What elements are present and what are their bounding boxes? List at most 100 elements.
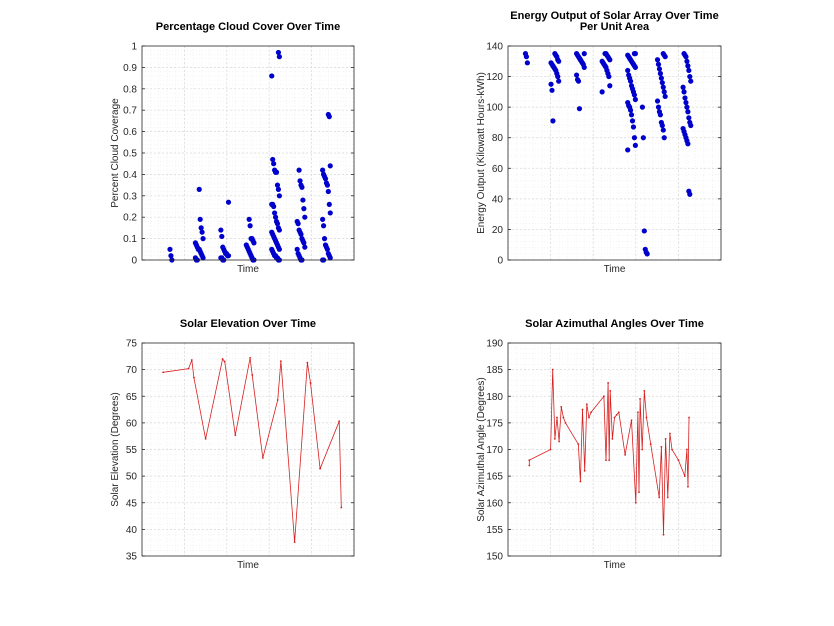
data-point: [548, 81, 554, 87]
data-point: [528, 459, 531, 462]
data-point: [576, 106, 583, 112]
y-tick-label: 1: [131, 42, 137, 53]
y-tick-label: 155: [486, 525, 503, 536]
data-point: [683, 475, 686, 478]
data-point: [688, 78, 694, 84]
y-tick-label: 0: [497, 256, 503, 267]
data-point: [274, 182, 281, 188]
data-point: [613, 416, 616, 419]
data-point: [687, 485, 689, 488]
y-tick-label: 50: [126, 472, 138, 483]
y-tick-label: 0.5: [123, 149, 137, 160]
y-tick-label: 0.8: [123, 84, 137, 95]
data-point: [199, 229, 205, 235]
data-point: [632, 64, 638, 70]
data-point: [654, 98, 661, 104]
data-point: [644, 251, 650, 257]
data-point: [276, 193, 282, 199]
data-point: [327, 163, 333, 169]
data-point: [167, 246, 173, 252]
data-point: [641, 448, 644, 451]
data-point: [306, 361, 309, 364]
y-tick-label: 0: [131, 256, 137, 267]
data-point: [627, 78, 634, 84]
data-point: [275, 186, 282, 192]
energy-output-plot: 0 20 40 60 80 100 120 140 Energy Output of Solar…: [476, 10, 722, 275]
data-point: [664, 437, 667, 440]
data-point: [524, 60, 530, 66]
data-point: [553, 437, 556, 440]
data-point: [599, 89, 605, 95]
data-point: [631, 135, 638, 141]
data-point: [300, 197, 306, 203]
data-point: [581, 408, 584, 411]
data-point: [309, 382, 312, 384]
data-point: [609, 390, 612, 392]
data-point: [611, 437, 614, 440]
data-point: [327, 255, 333, 261]
data-point: [549, 87, 555, 93]
data-point: [585, 403, 588, 406]
data-point: [162, 371, 165, 374]
data-point: [302, 214, 308, 220]
data-point: [661, 89, 667, 95]
data-point: [276, 227, 282, 233]
data-point: [677, 459, 680, 462]
x-axis-label: Time: [237, 264, 259, 275]
data-point: [632, 51, 638, 57]
data-point: [632, 142, 638, 148]
data-point: [269, 73, 275, 79]
y-tick-label: 160: [486, 498, 503, 509]
data-point: [301, 206, 307, 212]
data-point: [687, 73, 693, 80]
data-point: [301, 240, 307, 246]
data-point: [249, 357, 252, 359]
data-point: [276, 54, 282, 60]
data-point: [320, 223, 327, 229]
plot-area: [508, 46, 721, 260]
data-point: [279, 360, 282, 363]
y-tick-label: 0.2: [123, 213, 137, 224]
data-point: [588, 416, 590, 419]
y-tick-label: 80: [492, 133, 504, 144]
data-point: [686, 67, 692, 74]
data-point: [686, 115, 692, 121]
data-point: [327, 210, 333, 216]
data-point: [641, 228, 647, 234]
data-point: [687, 191, 693, 197]
data-point: [556, 58, 562, 64]
y-tick-label: 140: [486, 42, 503, 53]
data-point: [187, 367, 190, 370]
data-point: [655, 61, 662, 67]
chart-title: Energy Output of Solar Array Over Time: [510, 10, 718, 22]
data-point: [298, 231, 304, 237]
data-point: [320, 167, 326, 173]
data-point: [662, 93, 668, 100]
chart-title: Solar Elevation Over Time: [180, 318, 316, 330]
data-point: [661, 135, 667, 141]
y-tick-label: 100: [486, 103, 503, 114]
data-point: [645, 416, 648, 419]
y-tick-label: 70: [126, 365, 138, 376]
data-point: [659, 80, 665, 86]
data-point: [271, 203, 277, 210]
data-point: [607, 382, 610, 384]
data-point: [627, 107, 634, 113]
data-point: [197, 216, 203, 222]
data-point: [340, 506, 343, 509]
data-point: [581, 64, 587, 70]
data-point: [556, 78, 562, 84]
data-point: [338, 420, 341, 423]
y-tick-label: 40: [126, 525, 138, 536]
data-point: [275, 49, 282, 56]
data-point: [671, 448, 673, 451]
data-point: [320, 216, 326, 222]
data-point: [685, 63, 691, 69]
axes-box: [507, 45, 722, 261]
data-point: [293, 541, 296, 544]
y-tick-label: 45: [126, 498, 138, 509]
data-point: [649, 443, 652, 446]
data-point: [200, 255, 206, 261]
y-tick-label: 150: [486, 552, 503, 563]
data-point: [321, 236, 328, 242]
